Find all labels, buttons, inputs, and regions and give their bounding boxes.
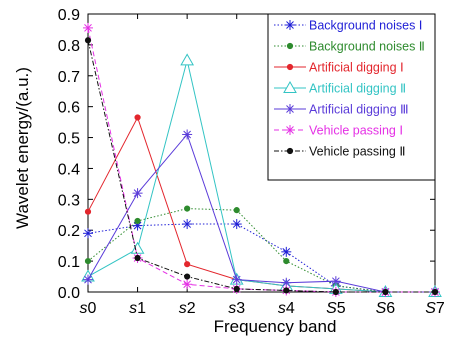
- x-axis-label: Frequency band: [214, 317, 337, 336]
- legend-entry: Artificial digging Ⅱ: [274, 80, 406, 96]
- legend-entry: Vehicle passing Ⅱ: [274, 145, 406, 159]
- y-axis-label: Wavelet energy/(a.u.): [13, 67, 32, 229]
- data-point: [431, 288, 439, 296]
- legend-swatch-marker: [286, 63, 294, 71]
- legend-swatch-marker: [285, 104, 295, 114]
- x-tick-label: s1: [129, 300, 146, 317]
- legend-box: [267, 13, 436, 181]
- series-7: [84, 37, 439, 296]
- data-point: [281, 277, 292, 288]
- y-tick-label: 0.9: [58, 7, 80, 24]
- legend-entry: Background noises Ⅱ: [274, 40, 425, 54]
- y-tick-label: 0.5: [58, 131, 80, 148]
- data-point: [83, 22, 93, 33]
- data-point: [134, 254, 141, 262]
- series-line: [87, 208, 435, 293]
- series-line: [87, 27, 435, 293]
- data-point: [84, 37, 92, 44]
- data-point: [184, 261, 191, 268]
- y-tick-label: 0.3: [58, 192, 80, 209]
- data-point: [134, 217, 141, 225]
- x-tick-label: S6: [376, 300, 396, 317]
- legend-label: Background noises Ⅰ: [309, 19, 422, 33]
- y-tick-label: 0.1: [58, 254, 80, 271]
- data-point: [83, 274, 93, 285]
- y-tick-label: 0.8: [58, 38, 80, 55]
- data-point: [283, 287, 290, 294]
- legend-label: Artificial digging Ⅱ: [309, 82, 406, 96]
- data-point: [233, 207, 240, 214]
- legend-label: Vehicle passing Ⅰ: [309, 124, 403, 138]
- legend-swatch-marker: [286, 42, 294, 50]
- data-point: [182, 279, 193, 290]
- legend-label: Artificial digging Ⅰ: [309, 61, 404, 75]
- legend-swatch-marker: [285, 20, 295, 30]
- legend-entry: Artificial digging Ⅰ: [274, 61, 404, 75]
- y-tick-label: 0.4: [58, 161, 80, 178]
- legend-entry: Vehicle passing Ⅰ: [274, 124, 403, 138]
- data-point: [84, 258, 92, 265]
- x-tick-label: S5: [326, 300, 346, 317]
- series-line: [87, 133, 435, 293]
- x-tick-label: s3: [228, 300, 245, 317]
- legend-swatch-marker: [283, 80, 297, 93]
- data-point: [233, 285, 240, 293]
- data-point: [382, 288, 389, 296]
- data-point: [184, 273, 191, 280]
- data-point: [332, 288, 339, 296]
- data-point: [231, 274, 242, 285]
- legend-entry: Artificial digging Ⅲ: [274, 103, 409, 117]
- data-point: [231, 219, 242, 230]
- y-tick-label: 0.2: [58, 223, 80, 240]
- data-point: [330, 276, 341, 287]
- x-tick-label: s2: [179, 300, 196, 317]
- data-point: [130, 241, 145, 254]
- data-point: [182, 129, 193, 140]
- legend-label: Background noises Ⅱ: [309, 40, 425, 54]
- axes: 0.0 0.1 0.2 0.3 0.4 0.5 0.6 0.7 0.8 0.9 s0 s1 s2 s3 s4…: [58, 7, 445, 317]
- data-point: [84, 208, 92, 215]
- data-point: [283, 258, 290, 265]
- data-point: [134, 114, 141, 121]
- data-point: [184, 205, 191, 212]
- x-tick-label: s4: [278, 300, 295, 317]
- data-point: [83, 228, 93, 239]
- legend-label: Artificial digging Ⅲ: [309, 103, 409, 117]
- y-tick-label: 0.6: [58, 100, 80, 117]
- data-point: [281, 246, 292, 257]
- series-layer: [81, 22, 442, 297]
- data-point: [180, 53, 195, 66]
- legend-label: Vehicle passing Ⅱ: [309, 145, 406, 159]
- legend-swatch-marker: [285, 125, 295, 135]
- x-tick-label: S7: [425, 300, 445, 317]
- legend-swatch-marker: [286, 147, 294, 155]
- y-tick-label: 0.0: [58, 285, 80, 302]
- legend: Background noises Ⅰ Background noises Ⅱ Ar…: [267, 13, 436, 181]
- y-tick-label: 0.7: [58, 69, 80, 86]
- x-tick-label: s0: [80, 300, 97, 317]
- data-point: [182, 219, 193, 230]
- legend-entry: Background noises Ⅰ: [274, 19, 422, 33]
- series-line: [87, 60, 435, 293]
- data-point: [132, 188, 143, 199]
- series-line: [87, 40, 435, 293]
